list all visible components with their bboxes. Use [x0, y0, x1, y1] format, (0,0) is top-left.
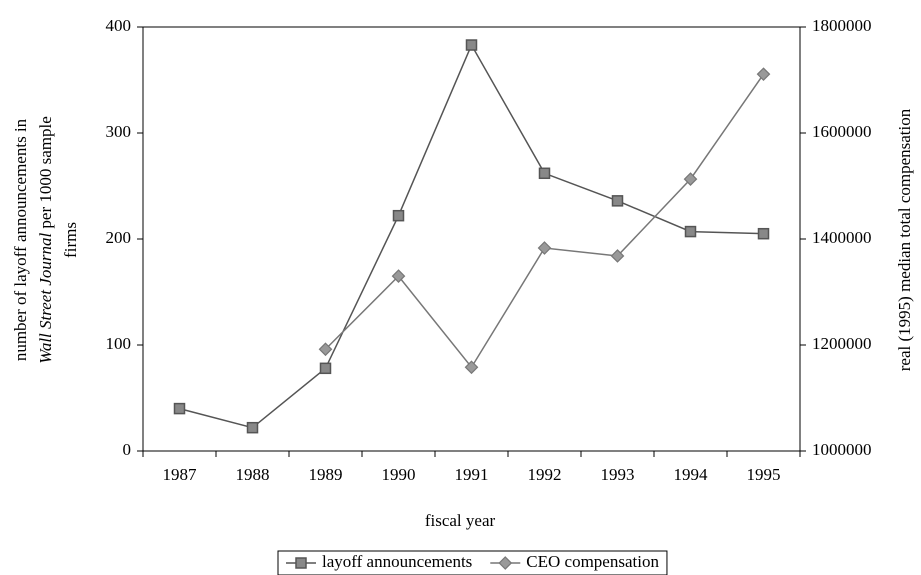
- marker: [392, 209, 405, 222]
- marker: [246, 421, 259, 434]
- marker: [464, 360, 479, 375]
- y-axis-label-line: Wall Street Journal per 1000 sample: [36, 116, 55, 364]
- marker: [757, 227, 770, 240]
- x-tick-label: 1989: [309, 465, 343, 484]
- y2-tick-label: 1200000: [812, 334, 872, 353]
- marker: [538, 167, 551, 180]
- marker: [498, 556, 513, 570]
- y-axis-label: number of layoff announcements in Wall S…: [11, 116, 80, 364]
- x-tick-label: 1992: [528, 465, 562, 484]
- marker: [319, 362, 332, 375]
- marker: [684, 225, 697, 238]
- marker: [610, 249, 625, 263]
- marker: [295, 557, 307, 569]
- marker: [318, 342, 333, 357]
- y2-tick-label: 1800000: [812, 16, 872, 35]
- y-tick-label: 400: [106, 16, 132, 35]
- x-axis-label: fiscal year: [425, 511, 496, 530]
- x-tick-label: 1994: [674, 465, 709, 484]
- marker: [683, 172, 698, 186]
- legend-box: [277, 550, 668, 575]
- x-tick-label: 1987: [163, 465, 198, 484]
- marker: [391, 269, 406, 283]
- y2-axis-label: real (1995) median total compensation: [895, 108, 914, 371]
- marker: [611, 195, 624, 207]
- legend: layoff announcements CEO compensation: [277, 550, 668, 575]
- y-axis-label-italic: Wall Street Journal: [36, 233, 55, 364]
- plot-frame: [142, 26, 801, 452]
- x-tick-label: 1990: [382, 465, 416, 484]
- y-axis-label-rest: per 1000 sample: [36, 116, 55, 228]
- y-axis-label-line: firms: [61, 222, 80, 258]
- y2-tick-label: 1600000: [812, 122, 872, 141]
- y-tick-label: 200: [106, 228, 132, 247]
- y-tick-label: 0: [123, 440, 132, 459]
- legend-label: layoff announcements: [322, 552, 472, 571]
- x-tick-label: 1995: [747, 465, 781, 484]
- y-axis-label-line: number of layoff announcements in: [11, 118, 30, 361]
- marker: [756, 67, 771, 82]
- x-tick-label: 1988: [236, 465, 270, 484]
- y-tick-label: 300: [106, 122, 132, 141]
- x-tick-label: 1993: [601, 465, 635, 484]
- marker: [173, 402, 186, 415]
- marker: [537, 241, 552, 255]
- y2-tick-label: 1000000: [812, 440, 872, 459]
- marker: [465, 39, 478, 51]
- x-tick-label: 1991: [455, 465, 489, 484]
- y-tick-label: 100: [106, 334, 132, 353]
- y2-tick-label: 1400000: [812, 228, 872, 247]
- legend-label: CEO compensation: [526, 552, 659, 571]
- series-line: [324, 73, 765, 369]
